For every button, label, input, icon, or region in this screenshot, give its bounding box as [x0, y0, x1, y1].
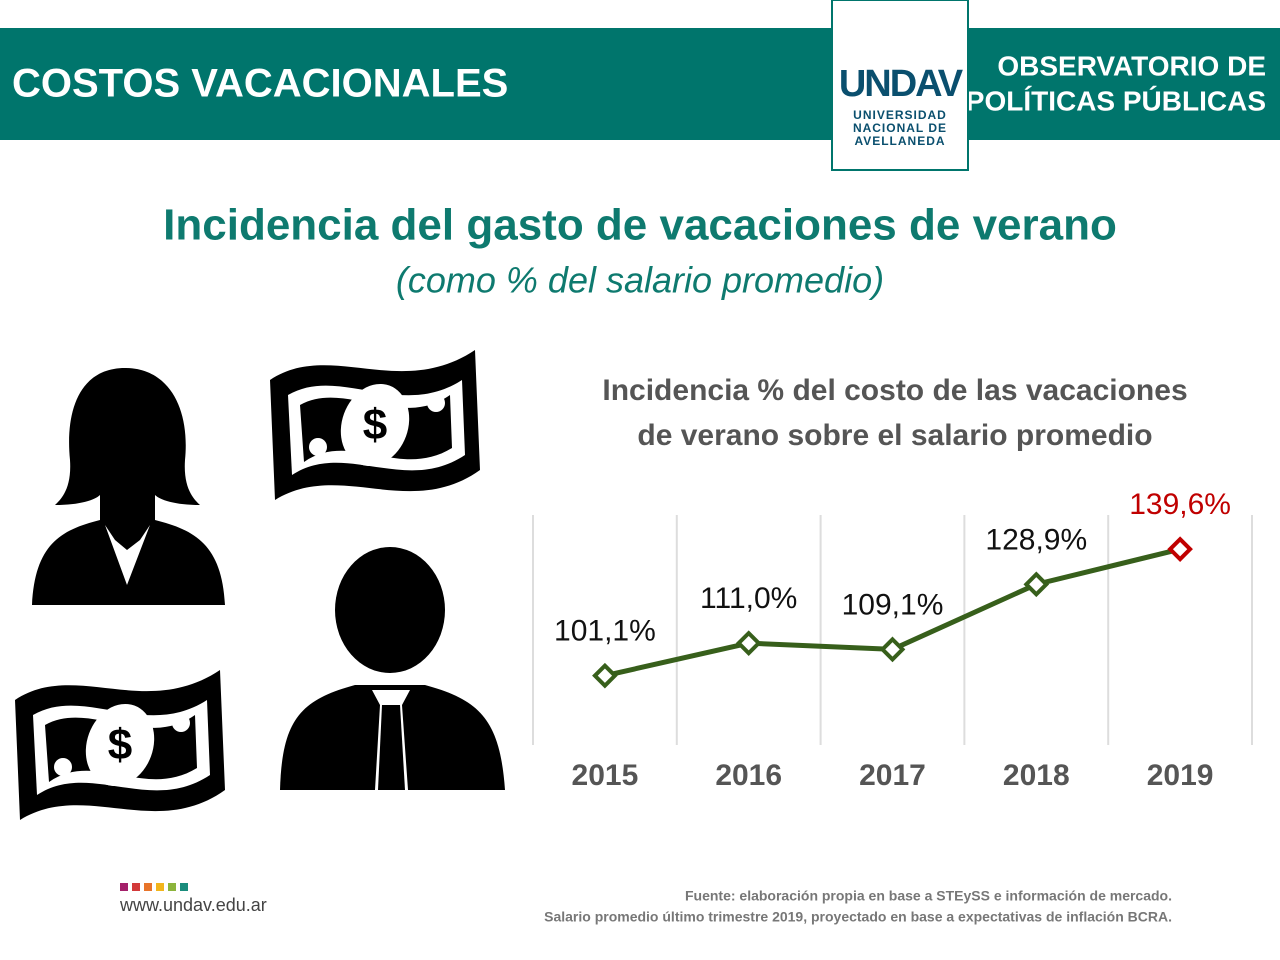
x-tick-label: 2018: [1003, 759, 1070, 792]
data-label: 111,0%: [700, 582, 797, 615]
x-tick-label: 2017: [859, 759, 926, 792]
headline: Incidencia del gasto de vacaciones de ve…: [163, 201, 1117, 250]
chart-title: de verano sobre el salario promedio: [637, 419, 1152, 452]
point-marker: [735, 630, 762, 656]
logo-mark: UNDAV: [839, 63, 964, 105]
svg-text:$: $: [108, 721, 132, 770]
source-line: Salario promedio último trimestre 2019, …: [544, 909, 1172, 925]
data-label: 109,1%: [842, 588, 944, 621]
logo-box: [831, 0, 969, 171]
header-title: COSTOS VACACIONALES: [12, 62, 508, 106]
logo-line: AVELLANEDA: [854, 134, 945, 148]
data-label: 101,1%: [554, 615, 656, 648]
org-line: POLÍTICAS PÚBLICAS: [966, 85, 1266, 116]
point-marker: [879, 636, 906, 663]
point-marker: [592, 662, 618, 689]
color-squares: [120, 883, 188, 891]
svg-text:$: $: [363, 401, 387, 450]
banknote-icon: $: [15, 670, 225, 820]
source-line: Fuente: elaboración propia en base a STE…: [685, 888, 1172, 904]
point-marker: [1023, 571, 1050, 598]
x-tick-label: 2016: [715, 759, 782, 792]
point-marker: [1167, 536, 1193, 562]
header-band: [0, 28, 1280, 140]
chart-title: Incidencia % del costo de las vacaciones: [602, 374, 1187, 407]
banknote-icon: $: [270, 350, 480, 500]
data-label: 128,9%: [985, 523, 1087, 556]
data-label: 139,6%: [1129, 488, 1231, 521]
footer-url: www.undav.edu.ar: [119, 895, 267, 915]
logo-line: UNIVERSIDAD: [853, 108, 947, 122]
org-line: OBSERVATORIO DE: [997, 50, 1266, 81]
woman-icon: [32, 368, 225, 605]
x-tick-label: 2019: [1147, 759, 1214, 792]
man-icon: [280, 547, 505, 790]
x-tick-label: 2015: [572, 759, 639, 792]
logo-line: NACIONAL DE: [853, 121, 947, 135]
plot: 2015 2016 2017 2018 2019 101,1% 111,0% 109,1% 12…: [532, 488, 1253, 792]
subheadline: (como % del salario promedio): [396, 260, 884, 301]
